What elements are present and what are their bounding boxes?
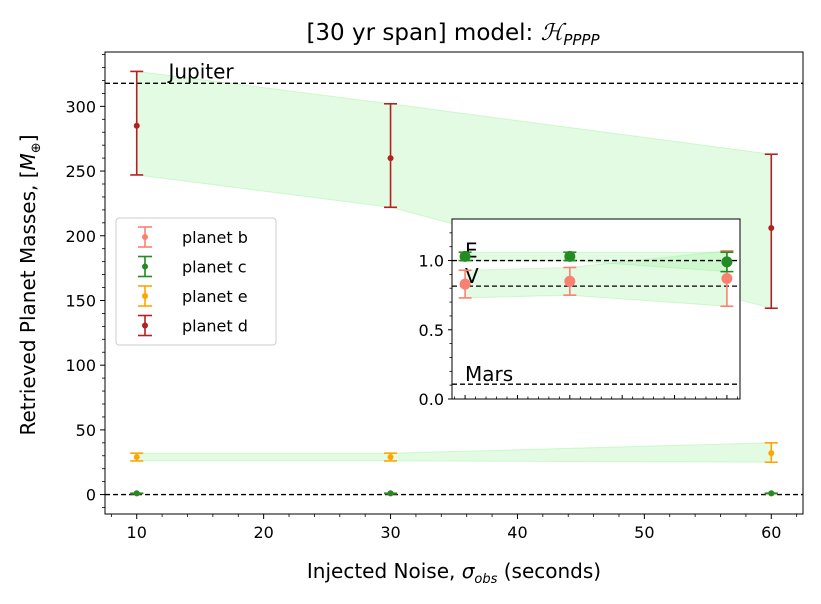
y-tick-label: 50 [76,421,96,440]
legend-label: planet b [182,228,248,247]
inset-planet-c-point [458,250,472,262]
legend-marker [142,322,148,329]
y-tick-label: 150 [65,291,96,310]
inset-planet-b-point [563,266,577,296]
inset-planet-b-marker [721,273,733,285]
planet-c-point [764,490,778,497]
planet-c-point [384,490,398,497]
inset-frame [451,218,741,400]
inset-planet-c-marker [459,250,471,262]
legend-box [115,217,277,346]
inset-planet-c-point [563,250,577,262]
inset-planet-b-marker [459,278,471,290]
legend-item-planet-e: planet e [138,285,248,307]
y-tick-label: 0 [86,486,96,505]
y-tick-label: 100 [65,356,96,375]
x-tick-label: 60 [761,523,781,542]
inset-y-tick-label: 0.5 [419,321,444,340]
planet-e-marker [768,450,775,457]
inset-reference-label-mars: Mars [465,362,513,386]
legend-label: planet d [182,317,248,336]
x-tick-label: 50 [634,523,654,542]
x-tick-label: 20 [253,523,273,542]
planet-d-point [384,102,398,209]
planet-d-marker [133,122,140,129]
legend-marker [142,234,148,240]
planet-e-marker [387,454,394,461]
inset-y-tick-label: 1.0 [419,252,444,271]
x-tick-label: 10 [127,523,147,542]
inset-planet-c-marker [564,250,576,262]
planet-d-point [764,153,778,310]
inset-y-tick-label: 0.0 [419,390,444,409]
x-tick-label: 40 [507,523,527,542]
inset-planet-c-marker [721,256,733,268]
planet-d-marker [387,155,394,162]
legend-marker [142,293,148,299]
legend-item-planet-d: planet d [138,314,248,337]
legend-label: planet c [182,258,247,277]
x-tick-label: 30 [380,523,400,542]
legend-marker [142,263,148,270]
planet-e-point [384,452,398,462]
y-tick-label: 250 [65,162,96,181]
y-axis-label: Retrieved Planet Masses, [M⊕] [16,134,44,435]
inset-planet-c-point [720,251,734,273]
x-axis-label: Injected Noise, σobs (seconds) [307,559,601,587]
legend-item-planet-b: planet b [138,226,248,248]
planet-c-marker [133,490,140,497]
plot-frame [104,51,804,515]
planet-e-point [764,442,778,464]
legend-label: planet e [182,287,248,306]
planet-c-point [130,490,144,497]
inset-planet-b-marker [564,275,576,287]
planet-c-marker [387,490,394,497]
planet-e-point [130,452,144,462]
inset-background [452,219,740,399]
y-tick-label: 200 [65,227,96,246]
legend-item-planet-c: planet c [138,255,247,278]
planet-d-marker [768,225,775,231]
planet-d-point [130,70,144,176]
y-tick-label: 300 [65,97,96,116]
chart-title: [30 yr span] model: ℋPPPP [306,20,600,49]
reference-label-jupiter: Jupiter [166,59,234,83]
inset-planet-b-point [458,269,472,299]
planet-c-marker [768,490,775,497]
planet-e-marker [133,454,140,461]
uncertainty-band-1 [136,442,772,463]
